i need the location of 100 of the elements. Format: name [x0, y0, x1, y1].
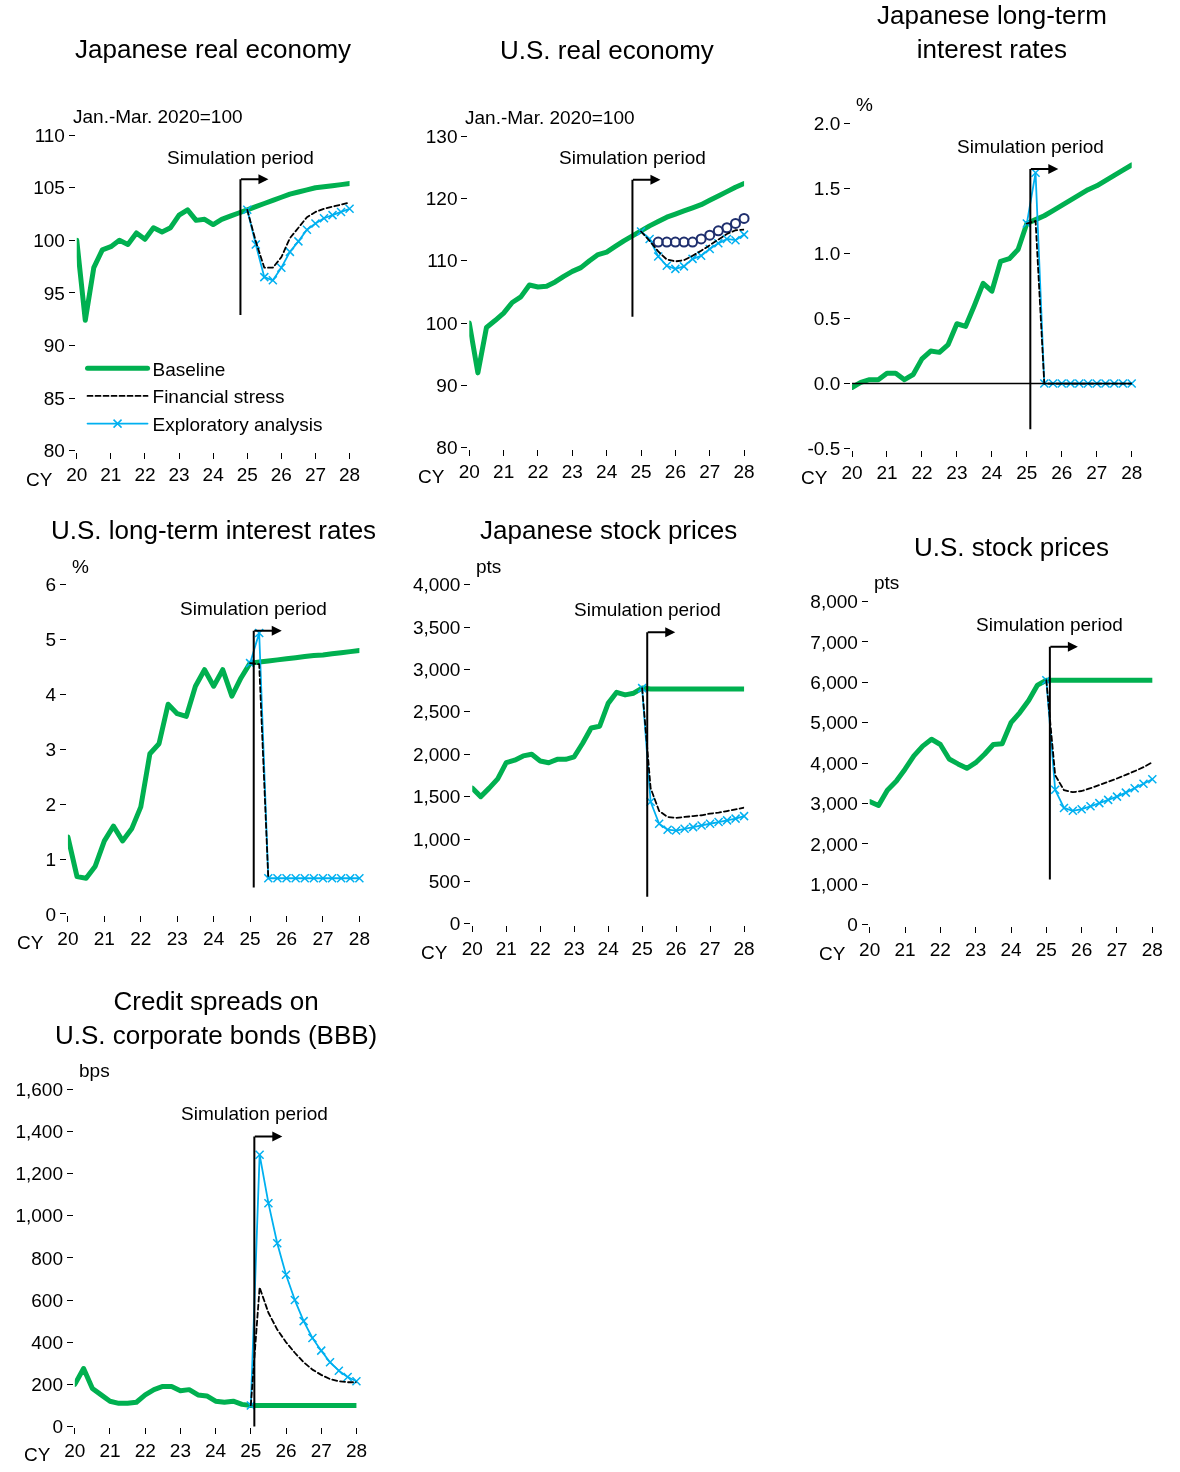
- point: [310, 218, 321, 229]
- y-tick-label: 120: [425, 188, 458, 210]
- y-tick-label: 3,000: [810, 793, 858, 815]
- point: [1041, 675, 1052, 685]
- point: [293, 236, 304, 247]
- point: [729, 217, 741, 229]
- x-tick-label: 24: [203, 927, 225, 949]
- x-tick-label: 28: [339, 464, 361, 486]
- y-tick-label: 4,000: [810, 752, 858, 774]
- point: [652, 236, 664, 248]
- y-tick-label: 1,000: [412, 828, 461, 850]
- x-tick-label: 28: [348, 927, 370, 949]
- x-tick-label: 20: [66, 464, 88, 486]
- x-tick-label: 22: [527, 461, 549, 483]
- y-tick-label: 400: [31, 1331, 63, 1353]
- point: [316, 1345, 326, 1356]
- x-tick-label: 25: [1035, 938, 1057, 960]
- x-axis-title: CY: [418, 466, 445, 487]
- y-axis-title: bps: [79, 1060, 110, 1081]
- x-axis-title: CY: [17, 932, 44, 953]
- y-tick-label: 0: [847, 914, 858, 936]
- point: [678, 236, 690, 248]
- x-tick-label: 24: [596, 461, 618, 483]
- x-tick-label: 24: [202, 464, 225, 486]
- y-tick-label: 0.5: [813, 308, 841, 330]
- point: [1147, 774, 1158, 785]
- y-tick-label: 1,200: [15, 1163, 63, 1185]
- ref-line-label: Simulation period: [559, 147, 706, 168]
- y-tick-label: 500: [428, 871, 461, 893]
- point: [281, 1270, 291, 1280]
- x-tick-label: 21: [495, 937, 517, 959]
- x-tick-label: 20: [458, 461, 480, 483]
- x-tick-label: 22: [134, 464, 156, 486]
- x-tick-label: 23: [563, 937, 585, 959]
- x-tick-label: 21: [99, 1440, 121, 1462]
- point: [644, 234, 655, 244]
- point: [290, 1295, 300, 1305]
- y-tick-label: 130: [425, 125, 458, 147]
- x-tick-label: 20: [841, 462, 863, 484]
- y-axis-title: pts: [476, 556, 502, 577]
- y-tick-label: 3,500: [412, 616, 461, 638]
- chart-title: Japanese real economy: [75, 34, 352, 64]
- ref-line-label: Simulation period: [574, 599, 721, 620]
- point: [661, 236, 673, 248]
- y-tick-label: 100: [33, 229, 65, 251]
- x-tick-label: 21: [100, 464, 122, 486]
- y-tick-label: 5,000: [810, 712, 858, 734]
- ref-line-label: Simulation period: [181, 1103, 328, 1124]
- point: [325, 1357, 335, 1367]
- x-tick-label: 26: [275, 927, 298, 949]
- y-axis-title: %: [72, 556, 89, 577]
- x-tick-label: 22: [134, 1440, 156, 1462]
- x-tick-label: 23: [166, 927, 188, 949]
- legend-label: Baseline: [152, 358, 226, 380]
- y-tick-label: 90: [436, 375, 458, 397]
- y-tick-label: 1: [45, 848, 57, 870]
- y-tick-label: 5: [45, 629, 57, 651]
- point: [653, 251, 663, 262]
- y-tick-label: 2.0: [813, 113, 841, 135]
- x-axis-title: CY: [24, 1444, 51, 1465]
- y-tick-label: 1,600: [15, 1079, 63, 1101]
- x-tick-label: 25: [236, 464, 258, 486]
- x-tick-label: 24: [981, 462, 1003, 484]
- chart-title: Japanese stock prices: [480, 515, 738, 545]
- x-tick-label: 20: [859, 938, 881, 960]
- x-tick-label: 28: [733, 937, 755, 959]
- point: [721, 222, 733, 234]
- x-tick-label: 27: [699, 937, 721, 959]
- x-axis-title: CY: [819, 943, 846, 964]
- point: [242, 205, 253, 215]
- y-tick-label: 0: [52, 1416, 63, 1438]
- point: [669, 236, 681, 248]
- x-tick-label: 24: [1000, 938, 1022, 960]
- y-axis-title: %: [856, 94, 873, 115]
- y-tick-label: 80: [43, 440, 65, 462]
- y-tick-label: 110: [34, 124, 65, 146]
- y-tick-label: 90: [43, 335, 65, 357]
- y-tick-label: 1.5: [813, 178, 841, 200]
- x-tick-label: 25: [239, 927, 261, 949]
- y-tick-label: 4,000: [412, 574, 461, 596]
- point: [1129, 783, 1140, 793]
- point: [704, 244, 715, 254]
- point: [713, 238, 724, 249]
- y-tick-label: 3: [45, 738, 57, 760]
- y-tick-label: 95: [43, 282, 65, 304]
- point: [738, 212, 750, 224]
- x-tick-label: 27: [1106, 938, 1128, 960]
- x-tick-label: 20: [57, 927, 79, 949]
- y-tick-label: 800: [31, 1247, 63, 1269]
- x-tick-label: 21: [894, 938, 916, 960]
- point: [254, 1149, 265, 1160]
- y-tick-label: 1,000: [810, 874, 858, 895]
- y-axis-title: Jan.-Mar. 2020=100: [73, 106, 243, 127]
- point: [298, 1316, 309, 1326]
- y-tick-label: 6: [45, 574, 57, 596]
- x-tick-label: 21: [493, 461, 515, 483]
- y-tick-label: 110: [427, 250, 458, 272]
- x-axis-title: CY: [421, 942, 448, 963]
- y-tick-label: 4: [45, 684, 57, 706]
- point: [307, 1333, 318, 1343]
